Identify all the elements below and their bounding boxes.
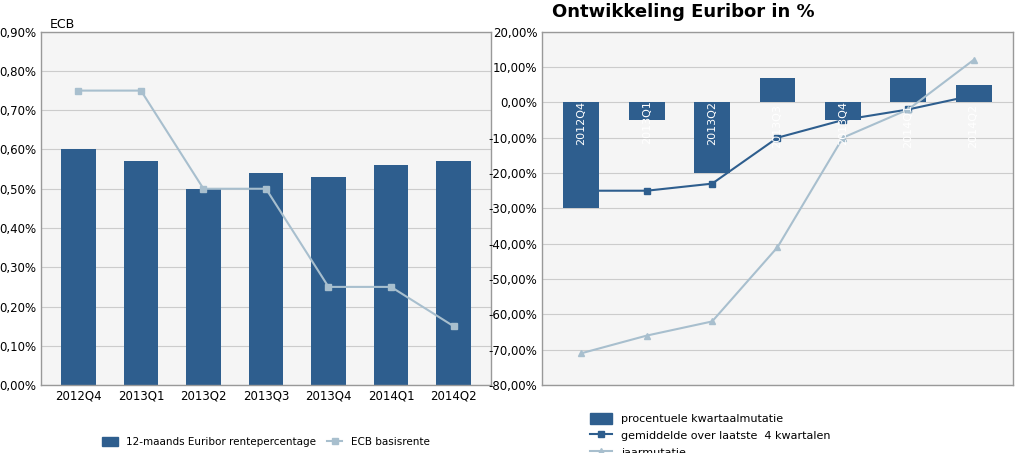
Bar bbox=[249, 173, 283, 385]
Bar bbox=[695, 102, 730, 173]
Bar bbox=[564, 102, 599, 208]
Text: 2014Q2: 2014Q2 bbox=[969, 104, 979, 148]
Bar bbox=[955, 85, 991, 102]
Bar bbox=[186, 189, 221, 385]
Bar bbox=[825, 102, 860, 120]
Bar bbox=[124, 161, 159, 385]
Bar bbox=[311, 177, 346, 385]
Text: 2013Q2: 2013Q2 bbox=[707, 101, 717, 145]
Text: 2013Q4: 2013Q4 bbox=[838, 101, 848, 145]
Text: 2013Q1: 2013Q1 bbox=[641, 101, 652, 145]
Text: Ontwikkeling Euribor in %: Ontwikkeling Euribor in % bbox=[551, 4, 814, 21]
Text: 2013Q3: 2013Q3 bbox=[772, 104, 783, 148]
Text: 12-maands Euribor: 12-maands Euribor bbox=[50, 0, 241, 4]
Text: 2014Q1: 2014Q1 bbox=[903, 104, 914, 148]
Bar bbox=[61, 149, 95, 385]
Bar bbox=[759, 77, 796, 102]
Legend: 12-maands Euribor rentepercentage, ECB basisrente: 12-maands Euribor rentepercentage, ECB b… bbox=[98, 433, 434, 451]
Bar bbox=[629, 102, 665, 120]
Legend: procentuele kwartaalmutatie, gemiddelde over laatste  4 kwartalen, jaarmutatie: procentuele kwartaalmutatie, gemiddelde … bbox=[585, 408, 835, 453]
Text: 2012Q4: 2012Q4 bbox=[576, 101, 586, 145]
Bar bbox=[437, 161, 471, 385]
Text: ECB: ECB bbox=[50, 18, 75, 30]
Bar bbox=[373, 165, 408, 385]
Bar bbox=[890, 77, 926, 102]
